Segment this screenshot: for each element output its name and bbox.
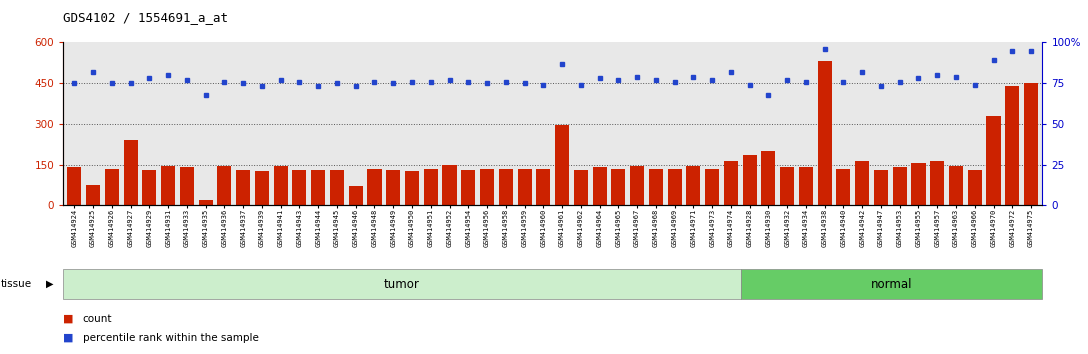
Bar xyxy=(236,170,250,205)
Text: ▶: ▶ xyxy=(46,279,53,289)
Bar xyxy=(348,186,362,205)
Bar xyxy=(799,167,813,205)
Bar xyxy=(780,167,794,205)
Text: tissue: tissue xyxy=(1,279,33,289)
Bar xyxy=(443,165,457,205)
Bar xyxy=(218,166,232,205)
Bar xyxy=(648,169,663,205)
Bar xyxy=(987,116,1001,205)
Bar xyxy=(274,166,287,205)
Bar xyxy=(405,171,419,205)
Bar xyxy=(480,169,494,205)
Bar xyxy=(518,169,532,205)
Bar xyxy=(199,200,212,205)
Bar xyxy=(949,166,963,205)
Bar xyxy=(741,269,1042,299)
Bar xyxy=(423,169,437,205)
Bar xyxy=(1005,86,1019,205)
Bar xyxy=(67,167,82,205)
Text: ■: ■ xyxy=(63,314,74,324)
Bar xyxy=(668,169,682,205)
Bar xyxy=(86,185,100,205)
Bar xyxy=(573,170,588,205)
Bar xyxy=(498,169,512,205)
Bar xyxy=(63,269,741,299)
Text: count: count xyxy=(83,314,112,324)
Bar xyxy=(743,155,756,205)
Bar xyxy=(255,171,269,205)
Bar xyxy=(930,161,944,205)
Bar xyxy=(593,167,607,205)
Bar xyxy=(293,170,307,205)
Bar xyxy=(837,169,851,205)
Bar xyxy=(630,166,644,205)
Bar xyxy=(874,170,888,205)
Bar xyxy=(161,166,175,205)
Bar xyxy=(143,170,157,205)
Text: percentile rank within the sample: percentile rank within the sample xyxy=(83,333,259,343)
Text: normal: normal xyxy=(870,278,913,291)
Bar xyxy=(705,169,719,205)
Bar xyxy=(104,169,119,205)
Text: ■: ■ xyxy=(63,333,74,343)
Bar xyxy=(912,163,926,205)
Bar xyxy=(855,161,869,205)
Bar xyxy=(611,169,626,205)
Bar xyxy=(687,166,701,205)
Bar xyxy=(386,170,400,205)
Bar xyxy=(180,167,194,205)
Bar xyxy=(555,125,569,205)
Bar xyxy=(724,161,738,205)
Bar xyxy=(892,167,906,205)
Bar xyxy=(536,169,551,205)
Bar xyxy=(967,170,981,205)
Text: tumor: tumor xyxy=(384,278,420,291)
Text: GDS4102 / 1554691_a_at: GDS4102 / 1554691_a_at xyxy=(63,11,228,24)
Bar xyxy=(1024,83,1038,205)
Bar xyxy=(762,151,776,205)
Bar xyxy=(330,170,344,205)
Bar xyxy=(818,62,831,205)
Bar xyxy=(124,140,138,205)
Bar xyxy=(461,170,475,205)
Bar xyxy=(311,170,325,205)
Bar xyxy=(368,169,382,205)
